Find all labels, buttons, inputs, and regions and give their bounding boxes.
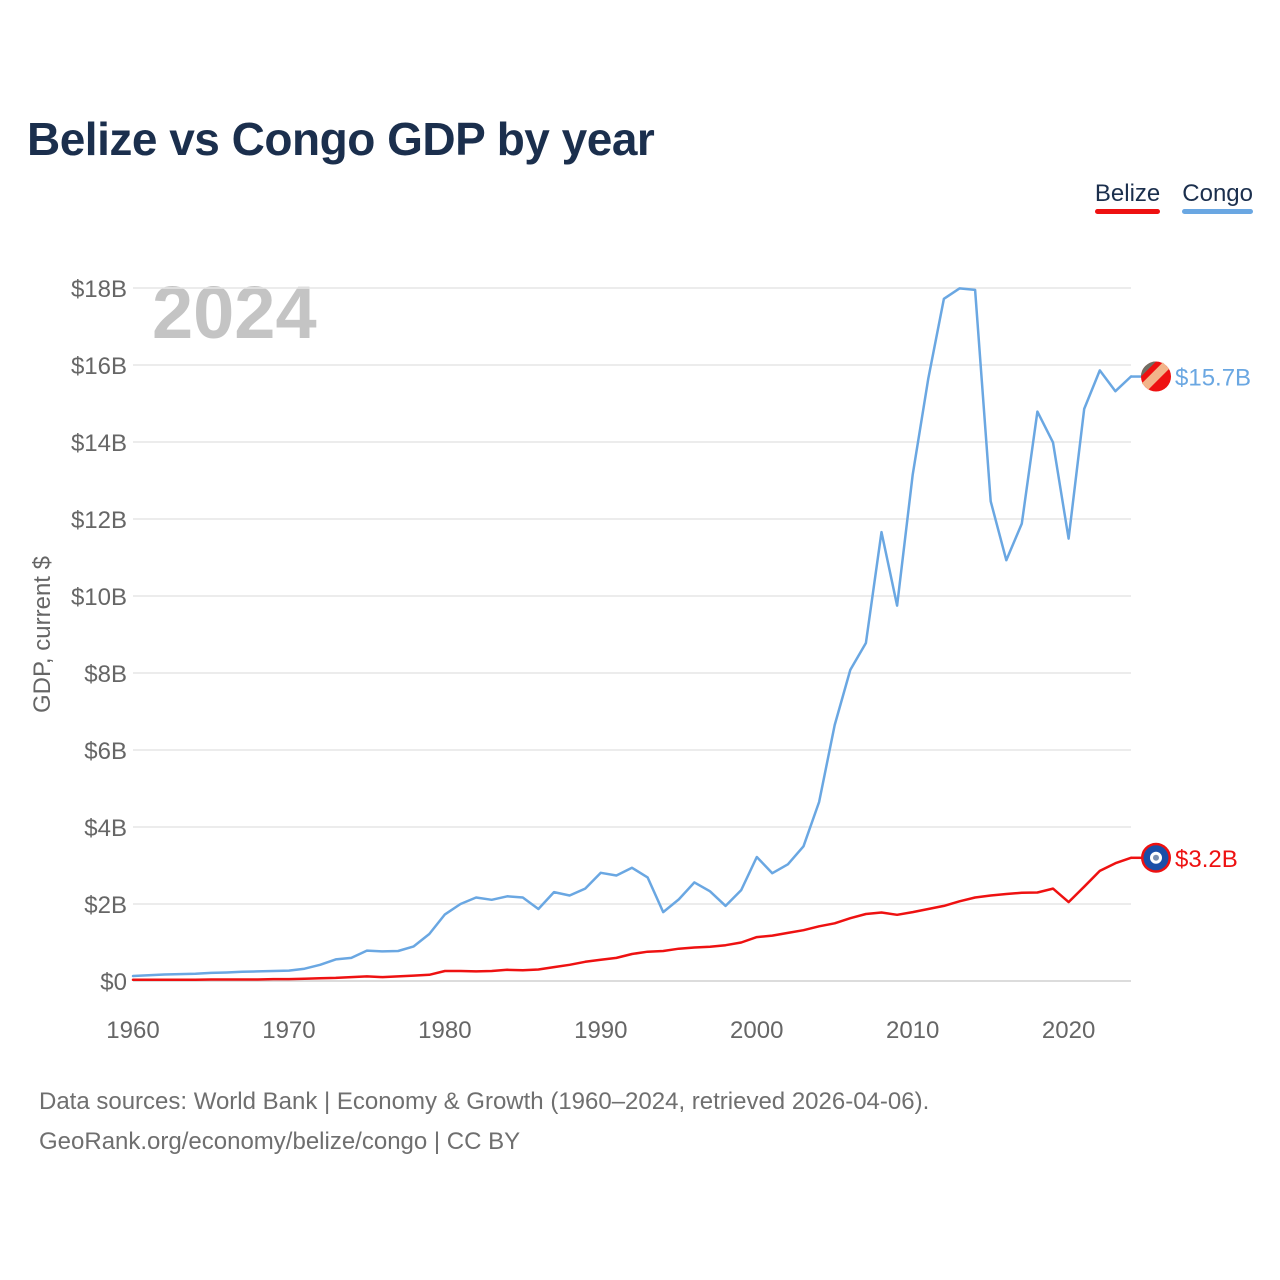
page-title: Belize vs Congo GDP by year	[27, 113, 655, 165]
year-watermark: 2024	[152, 271, 317, 354]
y-tick-label: $4B	[84, 815, 127, 842]
y-tick-label: $12B	[71, 507, 127, 534]
footer: Data sources: World Bank | Economy & Gro…	[39, 1082, 929, 1162]
end-label-congo: $15.7B	[1175, 365, 1251, 392]
flag-congo-corner	[1141, 362, 1153, 374]
x-tick-label: 2020	[1042, 1017, 1095, 1044]
legend-label-belize: Belize	[1094, 180, 1161, 207]
flag-congo-band	[1141, 362, 1170, 390]
x-tick-label: 1990	[574, 1017, 627, 1044]
y-tick-label: $18B	[71, 276, 127, 303]
y-axis-label: GDP, current $	[29, 556, 56, 713]
x-tick-label: 1960	[106, 1017, 159, 1044]
end-label-belize: $3.2B	[1175, 846, 1238, 873]
x-tick-label: 2010	[886, 1017, 939, 1044]
x-tick-label: 1980	[418, 1017, 471, 1044]
legend-swatch-congo	[1182, 209, 1253, 214]
y-tick-label: $14B	[71, 430, 127, 457]
y-tick-label: $8B	[84, 661, 127, 688]
legend-item-belize[interactable]: Belize	[1094, 180, 1161, 214]
y-tick-label: $0	[100, 969, 127, 996]
y-tick-label: $6B	[84, 738, 127, 765]
legend: Belize Congo	[1094, 180, 1253, 214]
legend-swatch-belize	[1094, 209, 1161, 214]
footer-sources: Data sources: World Bank | Economy & Gro…	[39, 1088, 930, 1115]
series-line-congo	[131, 287, 1133, 978]
flag-belize-emblem-center	[1153, 854, 1159, 861]
flag-badge-belize	[1141, 842, 1171, 873]
y-tick-label: $2B	[84, 892, 127, 919]
x-tick-label: 2000	[730, 1017, 783, 1044]
x-tick-label: 1970	[262, 1017, 315, 1044]
footer-attribution: GeoRank.org/economy/belize/congo | CC BY	[39, 1128, 521, 1155]
legend-item-congo[interactable]: Congo	[1182, 180, 1253, 214]
series-line-belize	[131, 856, 1133, 982]
y-tick-label: $10B	[71, 584, 127, 611]
flag-badge-congo	[1141, 361, 1171, 392]
flag-congo-dark	[1141, 361, 1156, 377]
legend-label-congo: Congo	[1182, 180, 1253, 207]
y-tick-label: $16B	[71, 353, 127, 380]
